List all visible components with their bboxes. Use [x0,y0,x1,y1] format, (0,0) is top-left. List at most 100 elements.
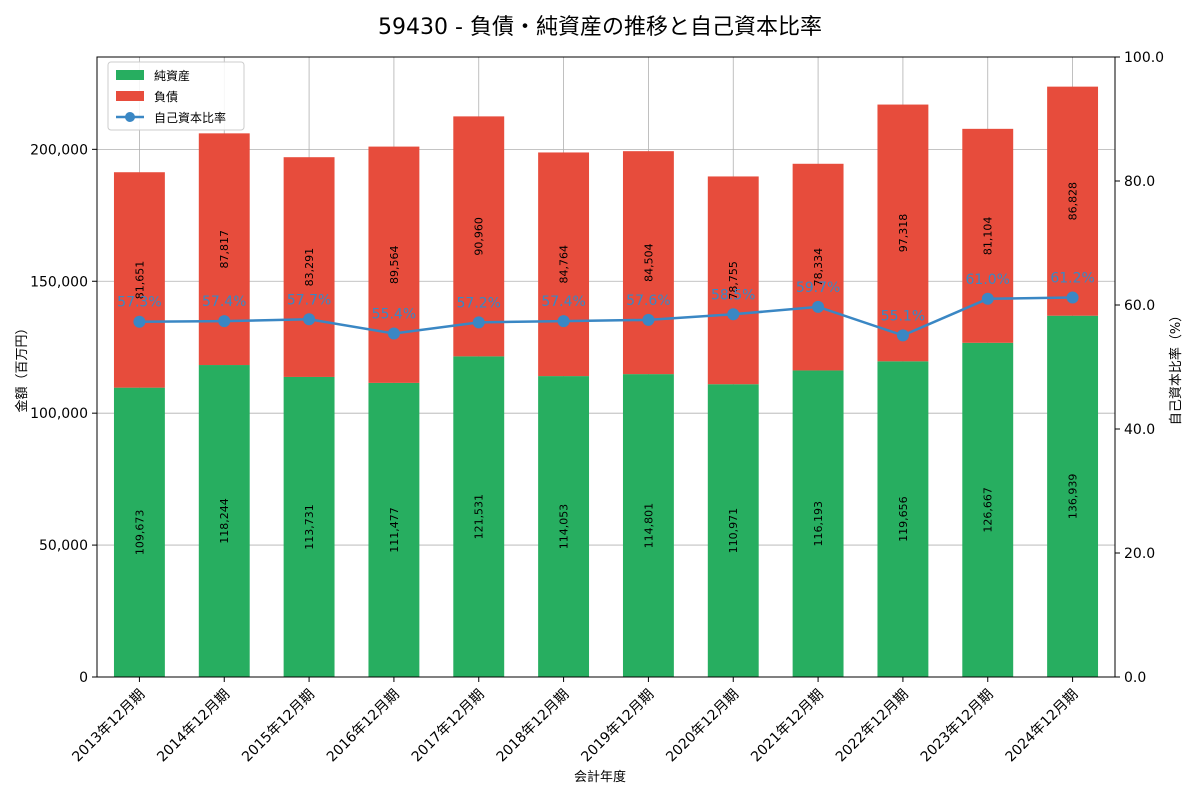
x-axis-title: 会計年度 [574,769,626,785]
ratio-point [133,315,146,328]
bar-value-labels: 109,673 81,651 118,244 87,817 113,731 83,291 1… [133,182,1079,555]
bar-label-liabilities: 84,504 [642,243,655,282]
bar-net-assets [962,342,1014,677]
ratio-label: 57.4% [202,294,246,310]
right-axis-ticks: 0.0 20.0 40.0 60.0 80.0 100.0 [1115,50,1164,686]
bar-liabilities [283,157,335,377]
y2-tick-label: 60.0 [1124,298,1155,314]
bar-label-net-assets: 109,673 [133,510,146,556]
x-tick-label: 2019年12月期 [578,687,657,766]
ratio-label: 57.6% [626,293,670,309]
bar-label-liabilities: 87,817 [218,230,231,269]
x-tick-label: 2022年12月期 [833,687,912,766]
ratio-point [557,315,570,328]
x-tick-label: 2018年12月期 [494,687,573,766]
bar-label-net-assets: 121,531 [473,494,486,540]
ratio-line [139,296,1073,337]
x-tick-label: 2023年12月期 [918,687,997,766]
ratio-label: 58.5% [711,287,755,303]
ratio-point [896,329,909,342]
bar-liabilities [707,176,759,385]
bar-label-liabilities: 89,564 [388,245,401,284]
y2-tick-label: 20.0 [1124,546,1155,562]
ratio-line-group: 57.3% 57.4% 57.7% 55.4% 57.2% 57.4% 57.6% 58.5%… [117,271,1095,342]
ratio-point [1066,291,1079,304]
bar-label-net-assets: 119,656 [897,496,910,542]
bar-net-assets [538,376,590,677]
bar-net-assets [198,365,250,677]
bar-label-net-assets: 110,971 [727,508,740,554]
ratio-point [812,300,825,313]
ratio-label: 57.2% [457,295,501,311]
ratio-point [303,313,316,326]
y-tick-label: 200,000 [30,142,88,158]
bar-net-assets [283,376,335,677]
legend-swatch-liabilities [116,91,144,101]
y2-tick-label: 80.0 [1124,174,1155,190]
y2-tick-label: 0.0 [1124,670,1146,686]
ratio-label: 61.2% [1050,271,1094,287]
y-tick-label: 50,000 [39,538,88,554]
x-tick-label: 2015年12月期 [239,687,318,766]
bar-liabilities [792,163,844,371]
bar-label-liabilities: 83,291 [303,248,316,287]
x-axis-ticks: 2013年12月期 2014年12月期 2015年12月期 2016年12月期 2017… [69,677,1081,765]
ratio-point [727,308,740,321]
bar-liabilities [113,172,165,388]
ratio-point [981,292,994,305]
x-tick-label: 2013年12月期 [69,687,148,766]
legend: 純資産 負債 自己資本比率 [107,61,245,131]
ratio-point [472,316,485,329]
bar-label-net-assets: 114,801 [642,503,655,549]
x-tick-label: 2017年12月期 [409,687,488,766]
x-tick-label: 2014年12月期 [154,687,233,766]
bar-label-liabilities: 81,104 [982,217,995,256]
y2-axis-title: 自己資本比率（%） [1168,309,1184,425]
x-tick-label: 2021年12月期 [748,687,827,766]
bar-label-liabilities: 84,764 [558,245,571,284]
ratio-label: 57.3% [117,295,161,311]
y-axis-title: 金額（百万円） [14,321,30,412]
y2-tick-label: 100.0 [1124,50,1164,66]
bar-label-net-assets: 116,193 [812,501,825,547]
bar-label-liabilities: 81,651 [133,261,146,300]
left-axis-ticks: 0 50,000 100,000 150,000 200,000 [30,142,97,686]
bar-label-liabilities: 78,755 [727,261,740,300]
bar-net-assets [368,382,420,677]
legend-swatch-ratio-marker [125,112,135,122]
bar-label-liabilities: 78,334 [812,248,825,287]
bar-label-net-assets: 113,731 [303,504,316,550]
ratio-label: 55.1% [881,308,925,324]
bar-liabilities [538,152,590,377]
ratio-label: 59.7% [796,280,840,296]
bar-net-assets [622,374,674,677]
bar-liabilities [1047,86,1099,316]
x-tick-label: 2020年12月期 [663,687,742,766]
y-tick-label: 0 [79,670,88,686]
ratio-label: 57.4% [541,294,585,310]
bar-net-assets [877,361,929,677]
bar-net-assets [707,384,759,677]
ratio-label: 57.7% [287,292,331,308]
plot-frame [96,56,1116,678]
chart-title: 59430 - 負債・純資産の推移と自己資本比率 [378,15,822,40]
ratio-label: 61.0% [966,272,1010,288]
bar-net-assets [113,387,165,677]
bar-label-liabilities: 90,960 [473,217,486,256]
bar-label-net-assets: 136,939 [1067,474,1080,520]
ratio-point [642,313,655,326]
bar-net-assets [453,356,505,677]
ratio-point [218,315,231,328]
ratio-point [387,327,400,340]
legend-label-net-assets: 純資産 [154,68,190,83]
legend-label-ratio: 自己資本比率 [154,110,226,125]
y-tick-label: 100,000 [30,406,88,422]
bar-label-liabilities: 97,318 [897,214,910,253]
legend-label-liabilities: 負債 [154,89,178,104]
bar-liabilities [622,151,674,375]
bar-label-net-assets: 111,477 [388,507,401,553]
bar-net-assets [1047,315,1099,677]
bar-net-assets [792,370,844,677]
legend-swatch-net-assets [116,70,144,80]
